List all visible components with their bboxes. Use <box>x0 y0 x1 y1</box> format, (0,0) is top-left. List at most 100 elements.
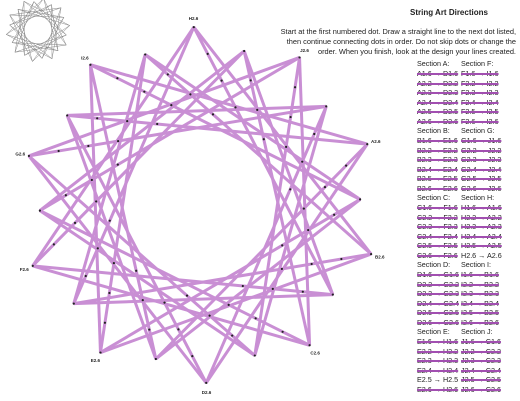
step: E2.5 → H2.5 <box>417 375 459 384</box>
string-line <box>242 50 335 296</box>
string-line <box>39 209 256 357</box>
dot <box>298 56 301 59</box>
string-line <box>65 114 158 360</box>
string-line <box>27 155 208 384</box>
dot <box>27 154 30 158</box>
section-title: Section J: <box>461 327 493 336</box>
step: A2.2 → D2.2 <box>417 78 459 88</box>
section-title: Section E: <box>417 327 450 336</box>
dot <box>154 357 157 361</box>
dot <box>156 122 159 126</box>
dot <box>163 301 166 304</box>
dot <box>331 293 334 296</box>
string-line <box>51 7 62 59</box>
string-line <box>98 54 147 353</box>
step: E1.6 → H1.6 <box>417 337 459 346</box>
dot <box>73 221 77 225</box>
section: Section G: G1.6 → J1.6 G2.2 → J2.2 G2.3 → J… <box>461 125 517 193</box>
dot <box>254 317 257 320</box>
dot <box>185 294 189 297</box>
string-line <box>44 0 67 46</box>
string-line <box>17 9 25 56</box>
dot <box>301 160 304 163</box>
string-line <box>192 26 373 255</box>
string-line <box>253 105 328 356</box>
section-title: Section G: <box>461 126 495 135</box>
dot <box>359 198 362 201</box>
dot <box>84 274 87 278</box>
dot <box>280 267 284 271</box>
dot <box>31 264 34 267</box>
step: A1.6 → D1.6 <box>417 69 459 78</box>
step: C2.3 → F2.3 <box>417 222 458 231</box>
dot <box>166 73 169 76</box>
dot-label: H2.6 <box>189 16 199 21</box>
dot <box>285 145 288 148</box>
string-line <box>12 42 67 46</box>
dot <box>57 149 60 153</box>
title: String Art Directions <box>410 8 488 17</box>
string-line <box>9 14 64 18</box>
string-line <box>38 49 246 212</box>
step: B1.6 → E1.6 <box>417 136 458 145</box>
step: E2.2 → H2.2 <box>417 346 459 356</box>
dot <box>205 381 208 384</box>
dot-label: E2.6 <box>91 358 101 363</box>
dot <box>143 90 146 93</box>
section-title: Section H: <box>461 193 495 202</box>
string-line <box>32 17 65 62</box>
string-line <box>6 34 53 59</box>
dot <box>38 209 41 212</box>
step: F2.2 → I2.2 <box>461 78 499 88</box>
step: B2.3 → E2.3 <box>417 155 458 164</box>
section: Section J: J1.6 → C1.6 J2.2 → C2.2 J2.3 → C… <box>461 326 517 394</box>
step: I2.4 → B2.4 <box>461 298 499 308</box>
string-line <box>14 44 67 53</box>
string-line <box>99 252 372 354</box>
section: Section A: A1.6 → D1.6 A2.2 → D2.2 A2.3 → D… <box>417 58 473 126</box>
step: I2.6 → B2.6 <box>461 317 499 327</box>
step: G2.4 → J2.4 <box>461 164 502 174</box>
step: I2.3 → B2.3 <box>461 289 499 298</box>
string-line <box>204 143 369 384</box>
string-lines <box>6 0 70 62</box>
dot-label: B2.6 <box>375 255 385 260</box>
string-line <box>17 9 64 18</box>
step: E2.6 → H2.6 <box>417 384 459 394</box>
dot <box>313 132 316 136</box>
string-line <box>65 114 208 384</box>
section-title: Section I: <box>461 260 491 269</box>
step: C1.6 → F1.6 <box>417 203 458 212</box>
step: B2.5 → E2.5 <box>417 174 458 183</box>
dot <box>340 257 343 261</box>
dot <box>108 219 111 222</box>
dot <box>307 228 310 232</box>
string-line <box>73 252 372 306</box>
step: J2.4 → C2.4 <box>461 365 501 375</box>
dot <box>141 299 144 302</box>
dot <box>211 113 215 116</box>
step: J2.2 → C2.2 <box>461 346 501 356</box>
section: Section B: B1.6 → E1.6 B2.2 → E2.2 B2.3 → E… <box>417 125 473 193</box>
step: H2.4 → A2.4 <box>461 231 502 241</box>
dot <box>253 354 256 357</box>
dot <box>345 164 348 167</box>
dot <box>103 321 107 324</box>
step: C2.6 → F2.6 <box>417 250 458 260</box>
dot-label: D2.6 <box>202 390 212 395</box>
dot <box>87 144 90 148</box>
step: G2.3 → J2.3 <box>461 155 502 164</box>
column: Section A: A1.6 → D1.6 A2.2 → D2.2 A2.3 → D… <box>417 58 473 394</box>
string-line <box>144 53 361 201</box>
string-line <box>32 25 70 62</box>
string-line <box>33 1 67 46</box>
step: H2.3 → A2.3 <box>461 222 502 231</box>
dot <box>333 213 336 216</box>
string-line <box>17 9 33 62</box>
step: D2.3 → G2.3 <box>417 289 459 298</box>
dot <box>116 139 120 143</box>
dot <box>189 93 192 96</box>
string-line <box>23 1 70 26</box>
step: E2.4 → H2.4 <box>417 365 459 375</box>
string-line <box>39 209 311 347</box>
